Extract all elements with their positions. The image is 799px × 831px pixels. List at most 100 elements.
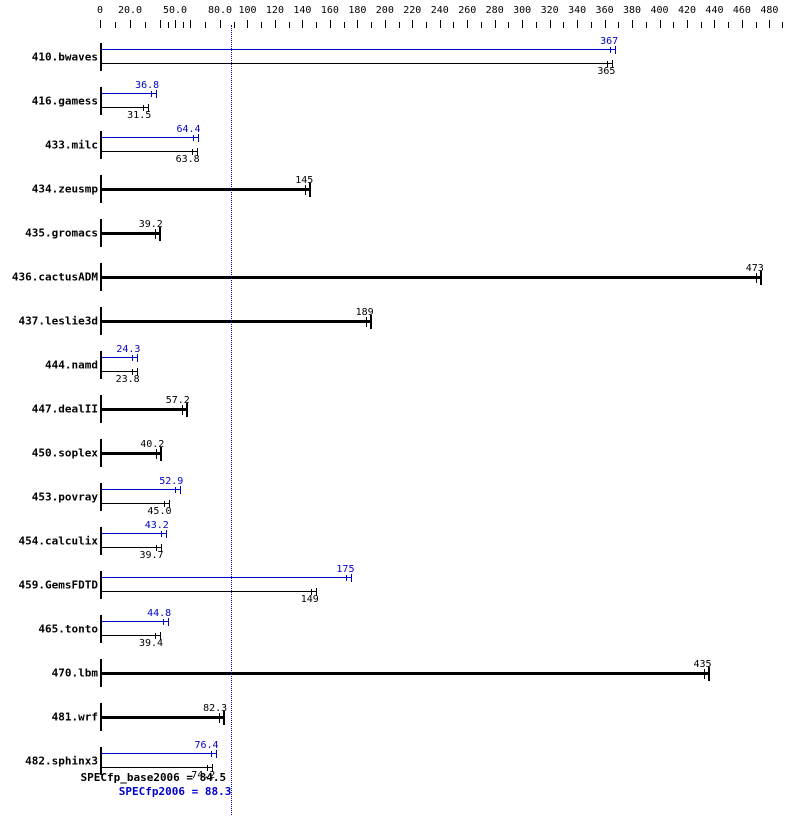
bar-cap — [166, 530, 167, 538]
row-origin-tick — [100, 43, 102, 71]
benchmark-label: 416.gamess — [0, 95, 98, 108]
benchmark-label: 482.sphinx3 — [0, 755, 98, 768]
bar-value-label: 52.9 — [159, 476, 183, 487]
benchmark-bar: 473 — [101, 276, 761, 279]
bar-value-label: 435 — [694, 659, 712, 670]
bar-value-label: 23.8 — [116, 374, 140, 385]
axis-tick-label: 420 — [678, 5, 696, 16]
axis-minor-tick — [563, 22, 564, 28]
benchmark-bar-peak: 76.4 — [101, 753, 216, 754]
bar-cap — [216, 750, 217, 758]
axis-minor-tick — [618, 22, 619, 28]
axis-tick-label: 120 — [266, 5, 284, 16]
benchmark-row: 459.GemsFDTD175149 — [0, 563, 799, 607]
bar-value-label: 24.3 — [116, 344, 140, 355]
axis-tick — [100, 20, 101, 28]
benchmark-bar-peak: 367 — [101, 49, 615, 50]
benchmark-label: 434.zeusmp — [0, 183, 98, 196]
reference-line — [231, 25, 232, 815]
benchmark-bar-peak: 44.8 — [101, 621, 168, 622]
bar-mark — [219, 713, 220, 723]
bar-value-label: 45.0 — [147, 506, 171, 517]
benchmark-bar-base: 39.4 — [101, 635, 160, 636]
benchmark-bar: 189 — [101, 320, 371, 323]
axis-tick — [769, 20, 770, 28]
bar-value-label: 82.3 — [203, 703, 227, 714]
row-origin-tick — [100, 615, 102, 643]
bar-mark — [610, 47, 611, 53]
bar-mark — [193, 135, 194, 141]
axis-tick-label: 400 — [650, 5, 668, 16]
benchmark-row: 450.soplex40.2 — [0, 431, 799, 475]
bar-mark — [132, 355, 133, 361]
axis-tick — [467, 20, 468, 28]
benchmark-bar-base: 74.2 — [101, 767, 212, 768]
benchmark-row: 437.leslie3d189 — [0, 299, 799, 343]
benchmark-row: 435.gromacs39.2 — [0, 211, 799, 255]
axis-tick — [714, 20, 715, 28]
benchmark-label: 410.bwaves — [0, 51, 98, 64]
axis-minor-tick — [205, 22, 206, 28]
x-axis: 020.050.080.0100120140160180200220240260… — [100, 5, 790, 25]
axis-tick-label: 140 — [293, 5, 311, 16]
row-origin-tick — [100, 351, 102, 379]
benchmark-label: 481.wrf — [0, 711, 98, 724]
bar-value-label: 145 — [295, 175, 313, 186]
benchmark-bar-base: 365 — [101, 63, 612, 64]
bar-cap — [168, 618, 169, 626]
bar-cap — [615, 46, 616, 54]
bar-value-label: 175 — [336, 564, 354, 575]
bar-value-label: 63.8 — [176, 154, 200, 165]
axis-tick — [175, 20, 176, 28]
axis-minor-tick — [168, 22, 169, 28]
axis-minor-tick — [371, 22, 372, 28]
benchmark-row: 465.tonto44.839.4 — [0, 607, 799, 651]
axis-minor-tick — [426, 22, 427, 28]
benchmark-label: 454.calculix — [0, 535, 98, 548]
axis-tick — [632, 20, 633, 28]
bar-cap — [180, 486, 181, 494]
row-origin-tick — [100, 527, 102, 555]
axis-tick — [220, 20, 221, 28]
axis-minor-tick — [536, 22, 537, 28]
axis-minor-tick — [782, 22, 783, 28]
benchmark-label: 436.cactusADM — [0, 271, 98, 284]
axis-tick-label: 340 — [568, 5, 586, 16]
benchmark-row: 447.dealII57.2 — [0, 387, 799, 431]
bar-value-label: 40.2 — [140, 439, 164, 450]
bar-value-label: 473 — [746, 263, 764, 274]
axis-tick — [660, 20, 661, 28]
axis-tick-label: 180 — [348, 5, 366, 16]
benchmark-bar-base: 39.7 — [101, 547, 161, 548]
axis-tick-label: 380 — [623, 5, 641, 16]
axis-tick — [385, 20, 386, 28]
bar-mark — [704, 669, 705, 679]
axis-tick — [357, 20, 358, 28]
row-origin-tick — [100, 131, 102, 159]
bar-cap — [198, 134, 199, 142]
benchmark-row: 436.cactusADM473 — [0, 255, 799, 299]
benchmark-bar-peak: 43.2 — [101, 533, 166, 534]
axis-tick-label: 100 — [238, 5, 256, 16]
bar-mark — [182, 405, 183, 415]
axis-tick-label: 280 — [486, 5, 504, 16]
summary-peak: SPECfp2006 = 88.3 — [0, 785, 231, 798]
benchmark-chart: 020.050.080.0100120140160180200220240260… — [0, 0, 799, 831]
benchmark-bar-base: 23.8 — [101, 371, 137, 372]
axis-tick-label: 0 — [97, 5, 103, 16]
axis-tick — [190, 20, 191, 28]
benchmark-label: 433.milc — [0, 139, 98, 152]
axis-minor-tick — [673, 22, 674, 28]
benchmark-label: 453.povray — [0, 491, 98, 504]
bar-value-label: 44.8 — [147, 608, 171, 619]
axis-tick — [522, 20, 523, 28]
axis-tick — [742, 20, 743, 28]
benchmark-row: 416.gamess36.831.5 — [0, 79, 799, 123]
benchmark-bar-peak: 175 — [101, 577, 351, 578]
axis-tick-label: 360 — [596, 5, 614, 16]
bar-value-label: 31.5 — [127, 110, 151, 121]
axis-minor-tick — [261, 22, 262, 28]
axis-minor-tick — [591, 22, 592, 28]
benchmark-bar-peak: 52.9 — [101, 489, 180, 490]
bar-mark — [161, 531, 162, 537]
